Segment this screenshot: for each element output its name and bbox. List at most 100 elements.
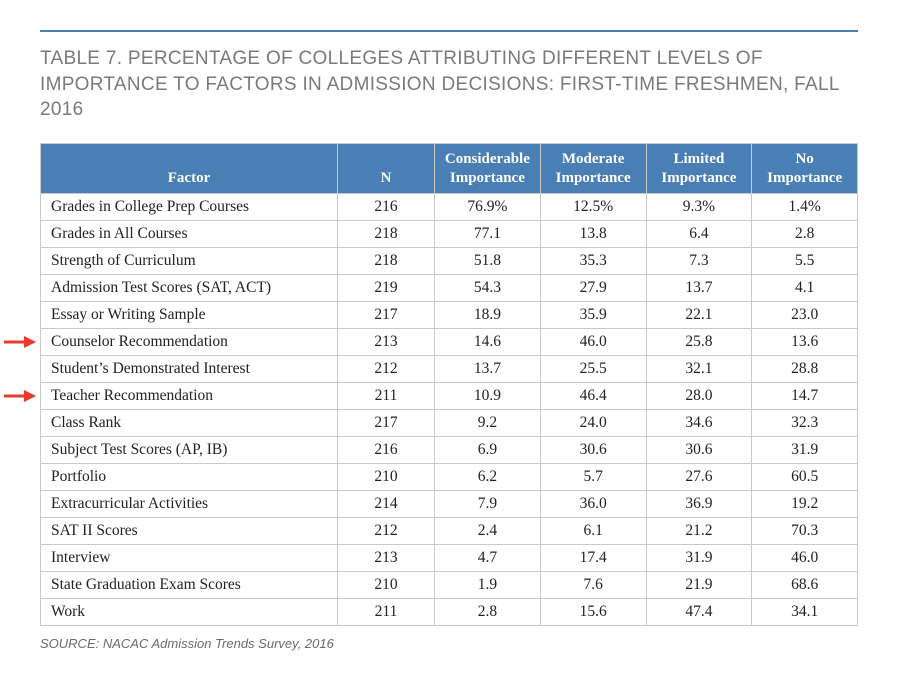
cell-no: 28.8 bbox=[752, 356, 858, 383]
cell-n: 217 bbox=[338, 302, 435, 329]
cell-limited: 32.1 bbox=[646, 356, 752, 383]
table-row: Extracurricular Activities2147.936.036.9… bbox=[41, 491, 858, 518]
cell-n: 218 bbox=[338, 221, 435, 248]
top-rule bbox=[40, 30, 858, 32]
cell-limited: 21.2 bbox=[646, 518, 752, 545]
cell-no: 14.7 bbox=[752, 383, 858, 410]
cell-no: 68.6 bbox=[752, 572, 858, 599]
cell-considerable: 7.9 bbox=[435, 491, 541, 518]
cell-limited: 6.4 bbox=[646, 221, 752, 248]
table-row: State Graduation Exam Scores2101.97.621.… bbox=[41, 572, 858, 599]
cell-considerable: 6.2 bbox=[435, 464, 541, 491]
source-citation: SOURCE: NACAC Admission Trends Survey, 2… bbox=[40, 636, 858, 651]
cell-factor: Subject Test Scores (AP, IB) bbox=[41, 437, 338, 464]
cell-considerable: 6.9 bbox=[435, 437, 541, 464]
cell-considerable: 9.2 bbox=[435, 410, 541, 437]
cell-moderate: 35.3 bbox=[540, 248, 646, 275]
cell-limited: 30.6 bbox=[646, 437, 752, 464]
cell-factor: Grades in College Prep Courses bbox=[41, 194, 338, 221]
table-row: Essay or Writing Sample21718.935.922.123… bbox=[41, 302, 858, 329]
cell-limited: 36.9 bbox=[646, 491, 752, 518]
cell-moderate: 5.7 bbox=[540, 464, 646, 491]
col-considerable: Considerable Importance bbox=[435, 143, 541, 194]
cell-n: 211 bbox=[338, 383, 435, 410]
highlight-arrow-icon bbox=[4, 389, 36, 403]
cell-factor: Class Rank bbox=[41, 410, 338, 437]
table-row: Subject Test Scores (AP, IB)2166.930.630… bbox=[41, 437, 858, 464]
table-container: Factor N Considerable Importance Moderat… bbox=[40, 143, 858, 627]
cell-n: 214 bbox=[338, 491, 435, 518]
cell-considerable: 1.9 bbox=[435, 572, 541, 599]
cell-n: 216 bbox=[338, 194, 435, 221]
table-row: Counselor Recommendation21314.646.025.81… bbox=[41, 329, 858, 356]
table-row: Strength of Curriculum21851.835.37.35.5 bbox=[41, 248, 858, 275]
cell-considerable: 18.9 bbox=[435, 302, 541, 329]
cell-considerable: 76.9% bbox=[435, 194, 541, 221]
cell-no: 19.2 bbox=[752, 491, 858, 518]
cell-limited: 27.6 bbox=[646, 464, 752, 491]
cell-no: 32.3 bbox=[752, 410, 858, 437]
cell-considerable: 10.9 bbox=[435, 383, 541, 410]
cell-no: 34.1 bbox=[752, 599, 858, 626]
cell-n: 219 bbox=[338, 275, 435, 302]
cell-factor: Interview bbox=[41, 545, 338, 572]
cell-moderate: 36.0 bbox=[540, 491, 646, 518]
col-moderate: Moderate Importance bbox=[540, 143, 646, 194]
cell-factor: Work bbox=[41, 599, 338, 626]
cell-n: 210 bbox=[338, 464, 435, 491]
table-row: Admission Test Scores (SAT, ACT)21954.32… bbox=[41, 275, 858, 302]
col-limited: Limited Importance bbox=[646, 143, 752, 194]
cell-factor: Admission Test Scores (SAT, ACT) bbox=[41, 275, 338, 302]
cell-considerable: 4.7 bbox=[435, 545, 541, 572]
cell-factor: Extracurricular Activities bbox=[41, 491, 338, 518]
cell-factor: State Graduation Exam Scores bbox=[41, 572, 338, 599]
cell-considerable: 2.8 bbox=[435, 599, 541, 626]
cell-limited: 13.7 bbox=[646, 275, 752, 302]
cell-moderate: 25.5 bbox=[540, 356, 646, 383]
cell-moderate: 15.6 bbox=[540, 599, 646, 626]
cell-n: 212 bbox=[338, 356, 435, 383]
cell-n: 211 bbox=[338, 599, 435, 626]
table-row: Student’s Demonstrated Interest21213.725… bbox=[41, 356, 858, 383]
cell-no: 46.0 bbox=[752, 545, 858, 572]
cell-limited: 31.9 bbox=[646, 545, 752, 572]
cell-moderate: 46.4 bbox=[540, 383, 646, 410]
highlight-arrow-icon bbox=[4, 335, 36, 349]
cell-limited: 28.0 bbox=[646, 383, 752, 410]
cell-limited: 25.8 bbox=[646, 329, 752, 356]
cell-moderate: 46.0 bbox=[540, 329, 646, 356]
cell-n: 216 bbox=[338, 437, 435, 464]
table-row: Teacher Recommendation21110.946.428.014.… bbox=[41, 383, 858, 410]
cell-considerable: 2.4 bbox=[435, 518, 541, 545]
cell-factor: Portfolio bbox=[41, 464, 338, 491]
cell-no: 70.3 bbox=[752, 518, 858, 545]
col-no: No Importance bbox=[752, 143, 858, 194]
cell-n: 213 bbox=[338, 329, 435, 356]
cell-no: 5.5 bbox=[752, 248, 858, 275]
table-row: Work2112.815.647.434.1 bbox=[41, 599, 858, 626]
cell-limited: 34.6 bbox=[646, 410, 752, 437]
cell-limited: 7.3 bbox=[646, 248, 752, 275]
cell-n: 213 bbox=[338, 545, 435, 572]
cell-moderate: 27.9 bbox=[540, 275, 646, 302]
cell-no: 13.6 bbox=[752, 329, 858, 356]
cell-moderate: 30.6 bbox=[540, 437, 646, 464]
cell-factor: Teacher Recommendation bbox=[41, 383, 338, 410]
table-row: Portfolio2106.25.727.660.5 bbox=[41, 464, 858, 491]
cell-moderate: 24.0 bbox=[540, 410, 646, 437]
cell-considerable: 77.1 bbox=[435, 221, 541, 248]
importance-table: Factor N Considerable Importance Moderat… bbox=[40, 143, 858, 627]
col-factor: Factor bbox=[41, 143, 338, 194]
cell-factor: SAT II Scores bbox=[41, 518, 338, 545]
cell-considerable: 14.6 bbox=[435, 329, 541, 356]
cell-factor: Strength of Curriculum bbox=[41, 248, 338, 275]
cell-moderate: 7.6 bbox=[540, 572, 646, 599]
cell-moderate: 13.8 bbox=[540, 221, 646, 248]
cell-moderate: 12.5% bbox=[540, 194, 646, 221]
cell-no: 60.5 bbox=[752, 464, 858, 491]
cell-moderate: 17.4 bbox=[540, 545, 646, 572]
cell-moderate: 6.1 bbox=[540, 518, 646, 545]
table-row: Grades in All Courses21877.113.86.42.8 bbox=[41, 221, 858, 248]
cell-considerable: 54.3 bbox=[435, 275, 541, 302]
table-row: SAT II Scores2122.46.121.270.3 bbox=[41, 518, 858, 545]
